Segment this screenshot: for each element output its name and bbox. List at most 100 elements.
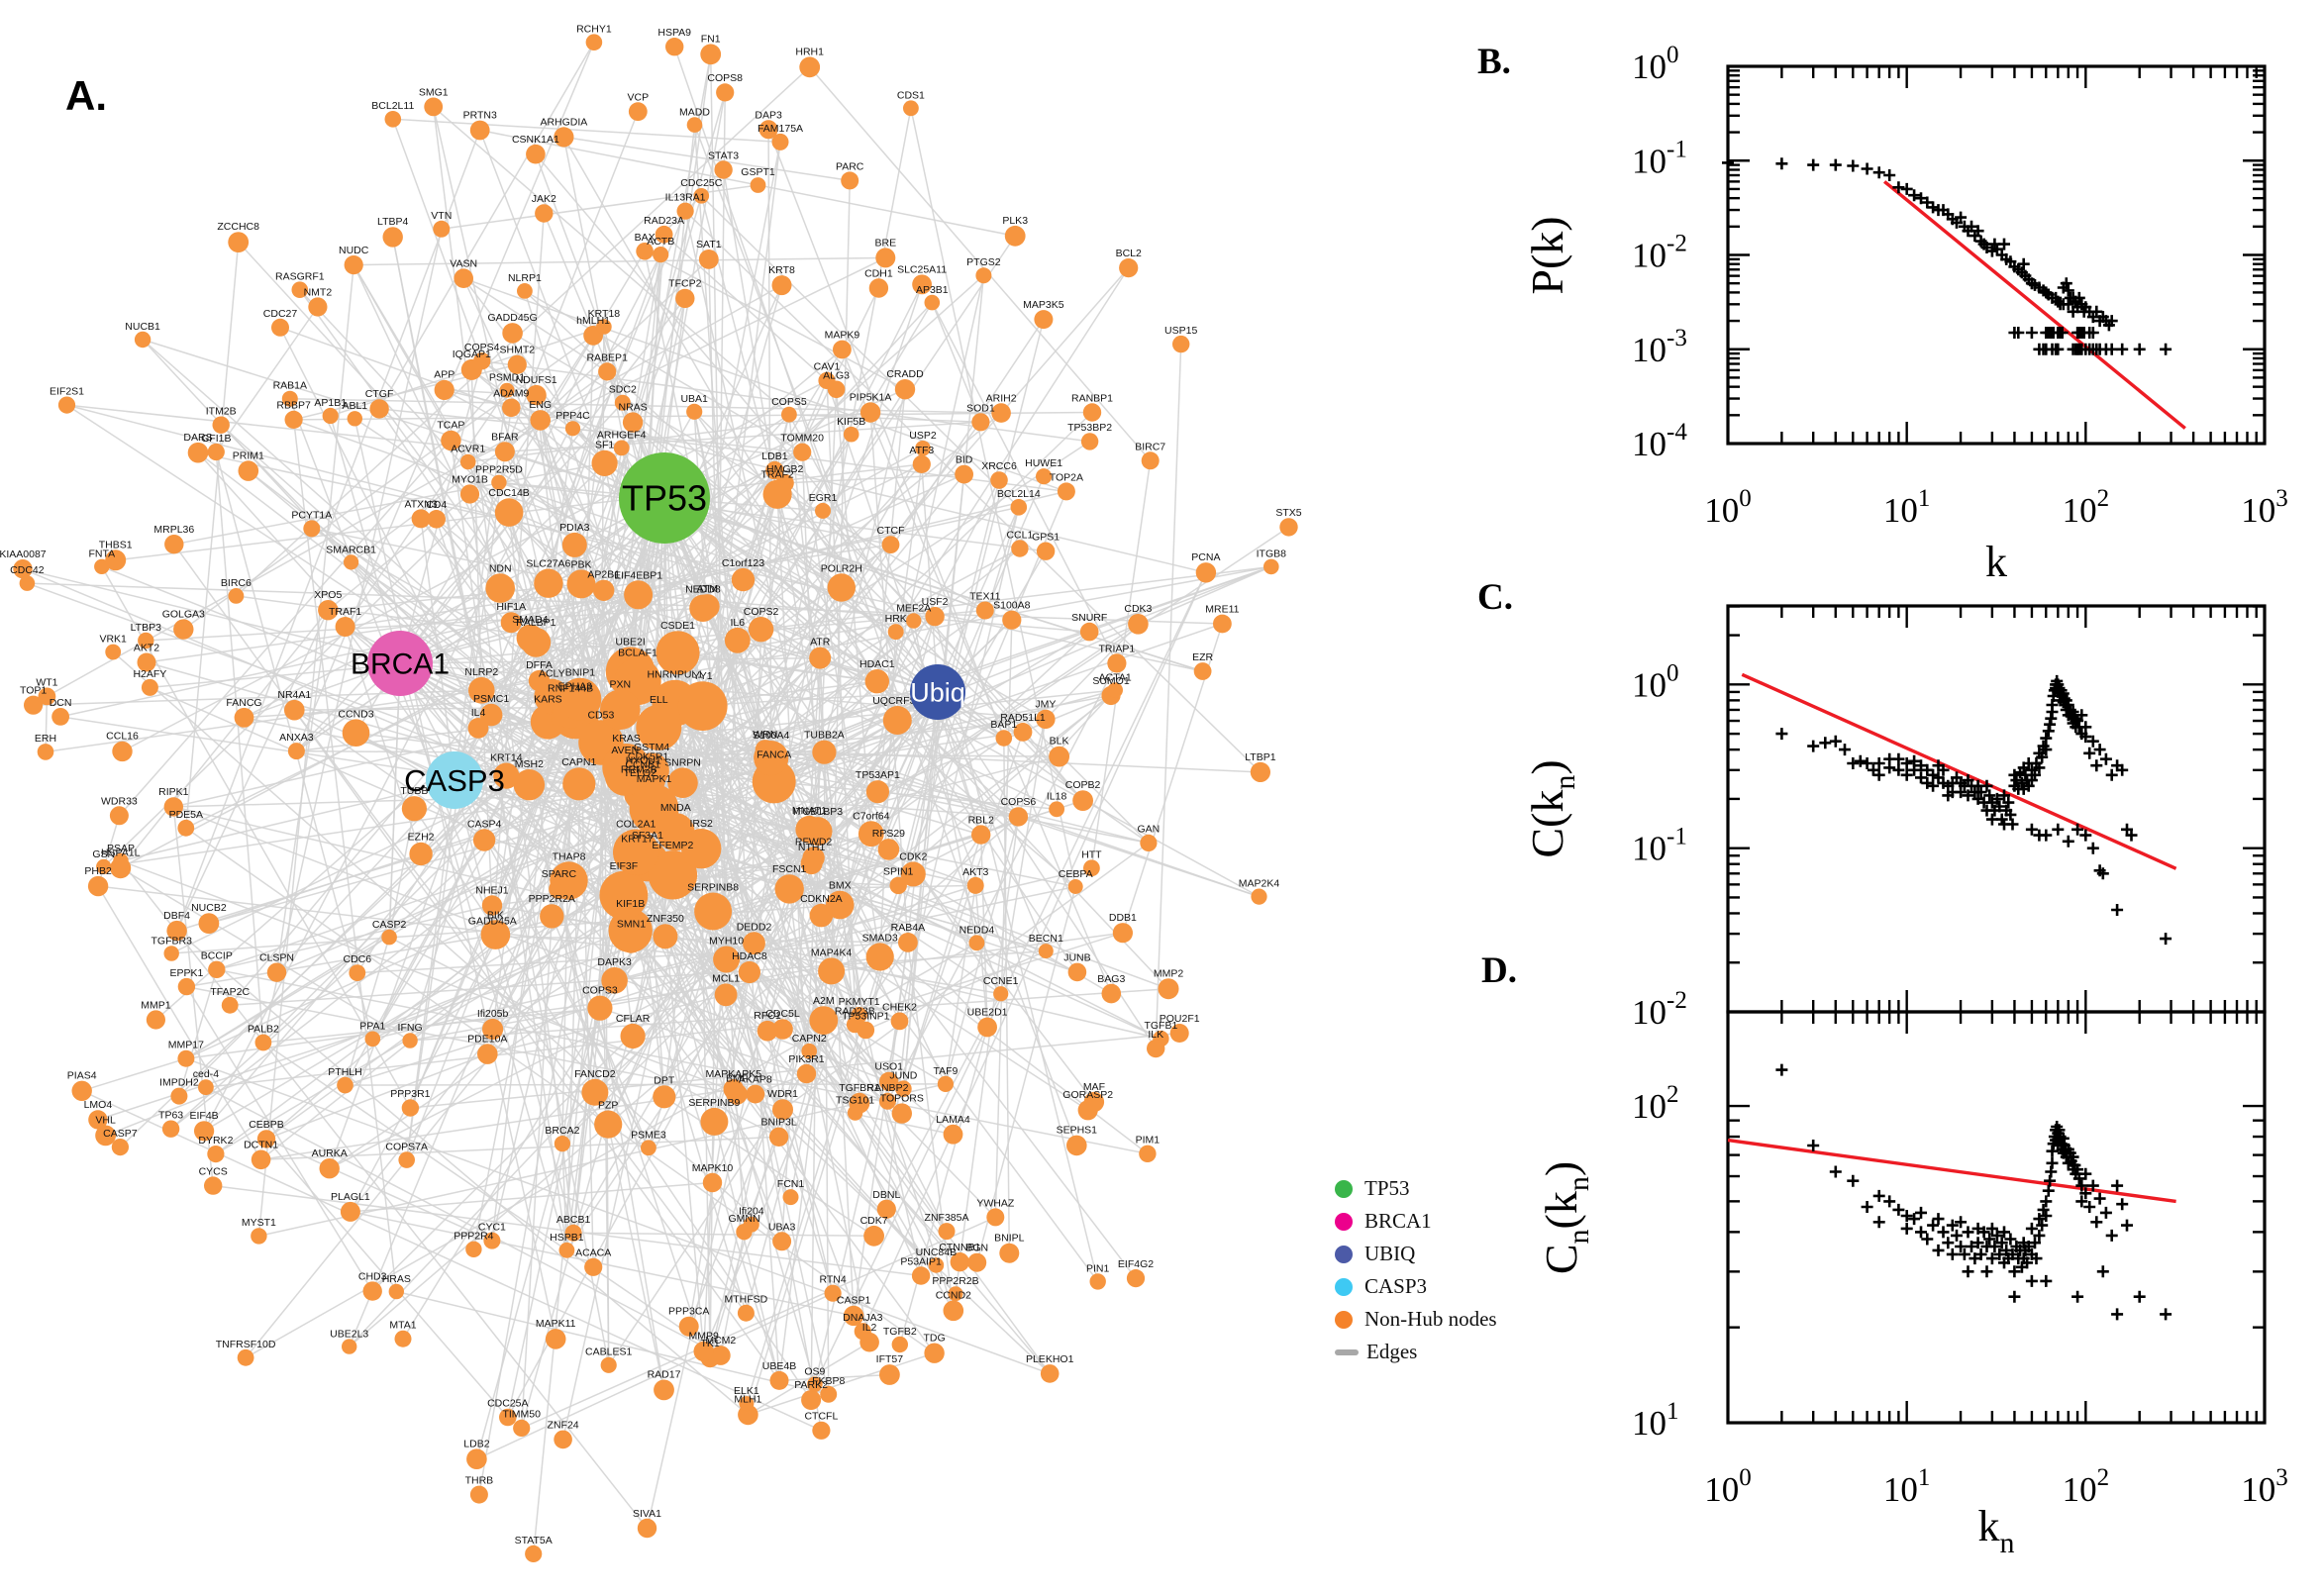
node-label: IL4 (471, 707, 486, 719)
scatter-point (2060, 277, 2072, 290)
node-label: HNRNPUL1 (647, 669, 703, 681)
node-label: RAD51L1 (1000, 712, 1046, 724)
network-node (924, 294, 941, 311)
network-node (95, 1125, 116, 1147)
network-node (221, 996, 239, 1014)
node-label: CSDE1 (660, 620, 695, 632)
scatter-point (2008, 1290, 2021, 1303)
node-label: AP3B1 (916, 284, 949, 296)
network-node (1040, 1364, 1060, 1383)
node-label: PPA1 (359, 1021, 385, 1033)
edge-line (265, 1052, 488, 1141)
node-label: UBE2I (615, 637, 645, 648)
node-label: A2M (813, 995, 835, 1007)
node-label: SLC27A6 (526, 558, 570, 570)
node-label: THRB (465, 1475, 494, 1487)
node-label: RAD17 (648, 1369, 681, 1381)
node-label: EPPK1 (169, 967, 203, 979)
node-label: RBL2 (968, 814, 994, 826)
scatter-point (2052, 823, 2065, 836)
node-label: CDC5L (765, 1008, 800, 1020)
node-label: CDK7 (860, 1215, 888, 1227)
edge-line (47, 284, 782, 698)
node-label: XRCC6 (981, 460, 1017, 472)
node-label: UBE2D1 (967, 1007, 1008, 1019)
network-node (809, 647, 832, 669)
network-node (881, 536, 900, 553)
node-label: RIPK1 (158, 786, 189, 798)
scatter-point (2111, 1308, 2124, 1321)
network-node (177, 819, 195, 837)
node-label: RASGRF1 (275, 270, 325, 282)
scatter-point (2025, 1222, 2038, 1235)
edge-line (632, 92, 726, 423)
node-label: CDKN2A (800, 893, 843, 905)
edge-line (858, 932, 1124, 1017)
network-node (739, 1396, 755, 1412)
node-label: PARK2 (794, 1379, 828, 1391)
node-label: GORASP2 (1062, 1089, 1113, 1101)
network-node (105, 549, 127, 571)
edge-line (350, 1211, 855, 1317)
node-label: TP53AP1 (856, 769, 900, 781)
scatter-point (2000, 1244, 2013, 1256)
network-node (163, 797, 183, 817)
network-node (653, 1085, 676, 1109)
node-label: HDAC8 (732, 950, 767, 962)
scatter-point (1927, 1219, 1940, 1232)
edge-line (561, 691, 939, 1145)
legend-label: Non-Hub nodes (1364, 1307, 1497, 1331)
edge-line (562, 137, 676, 704)
node-label: ZNF350 (647, 913, 684, 925)
edge-line (454, 493, 778, 781)
edge-line (901, 691, 939, 1114)
node-label: BCL2L11 (371, 100, 414, 112)
edge-line (748, 1351, 935, 1416)
node-label: CAV1 (814, 361, 841, 373)
network-node (251, 1149, 271, 1170)
edge-line (886, 662, 1118, 1102)
network-node (1010, 499, 1028, 516)
node-label: RFC1 (754, 1010, 781, 1022)
node-label: RAD23B (835, 1006, 875, 1018)
node-label: RBBP7 (276, 400, 311, 412)
network-node (1251, 888, 1267, 905)
edge-line (594, 691, 939, 1093)
node-label: GSN (92, 848, 115, 860)
legend-label: Edges (1366, 1340, 1418, 1363)
network-node (629, 784, 679, 834)
edge-line (733, 1088, 954, 1136)
node-label: RCHY1 (576, 23, 612, 35)
node-label: NMT2 (304, 286, 333, 298)
network-node (402, 1033, 418, 1048)
node-label: MCM2 (705, 1335, 736, 1347)
network-node (698, 249, 719, 269)
network-node (686, 117, 703, 133)
network-node (1089, 1273, 1106, 1290)
node-label: HSPA9 (657, 27, 691, 39)
edge-line (626, 766, 1162, 1040)
edge-line (910, 108, 1076, 887)
network-node (891, 1103, 912, 1124)
node-label: CASP1 (837, 1295, 871, 1307)
node-label: NDUFS1 (516, 374, 557, 386)
x-tick-label: 103 (2241, 485, 2288, 530)
edge-line (814, 571, 1207, 1385)
node-label: CDK3 (1124, 603, 1152, 615)
edge-line (105, 833, 872, 1137)
node-label: USF2 (922, 596, 949, 608)
network-node (581, 1078, 609, 1106)
network-node (782, 1189, 799, 1206)
network-node (737, 1304, 755, 1322)
node-label: KRT17 (621, 834, 654, 846)
node-label: NLRP2 (464, 666, 498, 678)
network-node (254, 1034, 272, 1051)
node-label: PIN1 (1086, 1262, 1110, 1274)
node-label: CDK2 (899, 850, 927, 862)
edge-line (726, 885, 1076, 960)
node-label: GSPT1 (741, 166, 775, 178)
node-label: MAP4K4 (811, 947, 853, 958)
edge-line (205, 1014, 859, 1088)
node-label: TOPORS (880, 1092, 924, 1104)
node-label: MNDA (660, 802, 691, 814)
